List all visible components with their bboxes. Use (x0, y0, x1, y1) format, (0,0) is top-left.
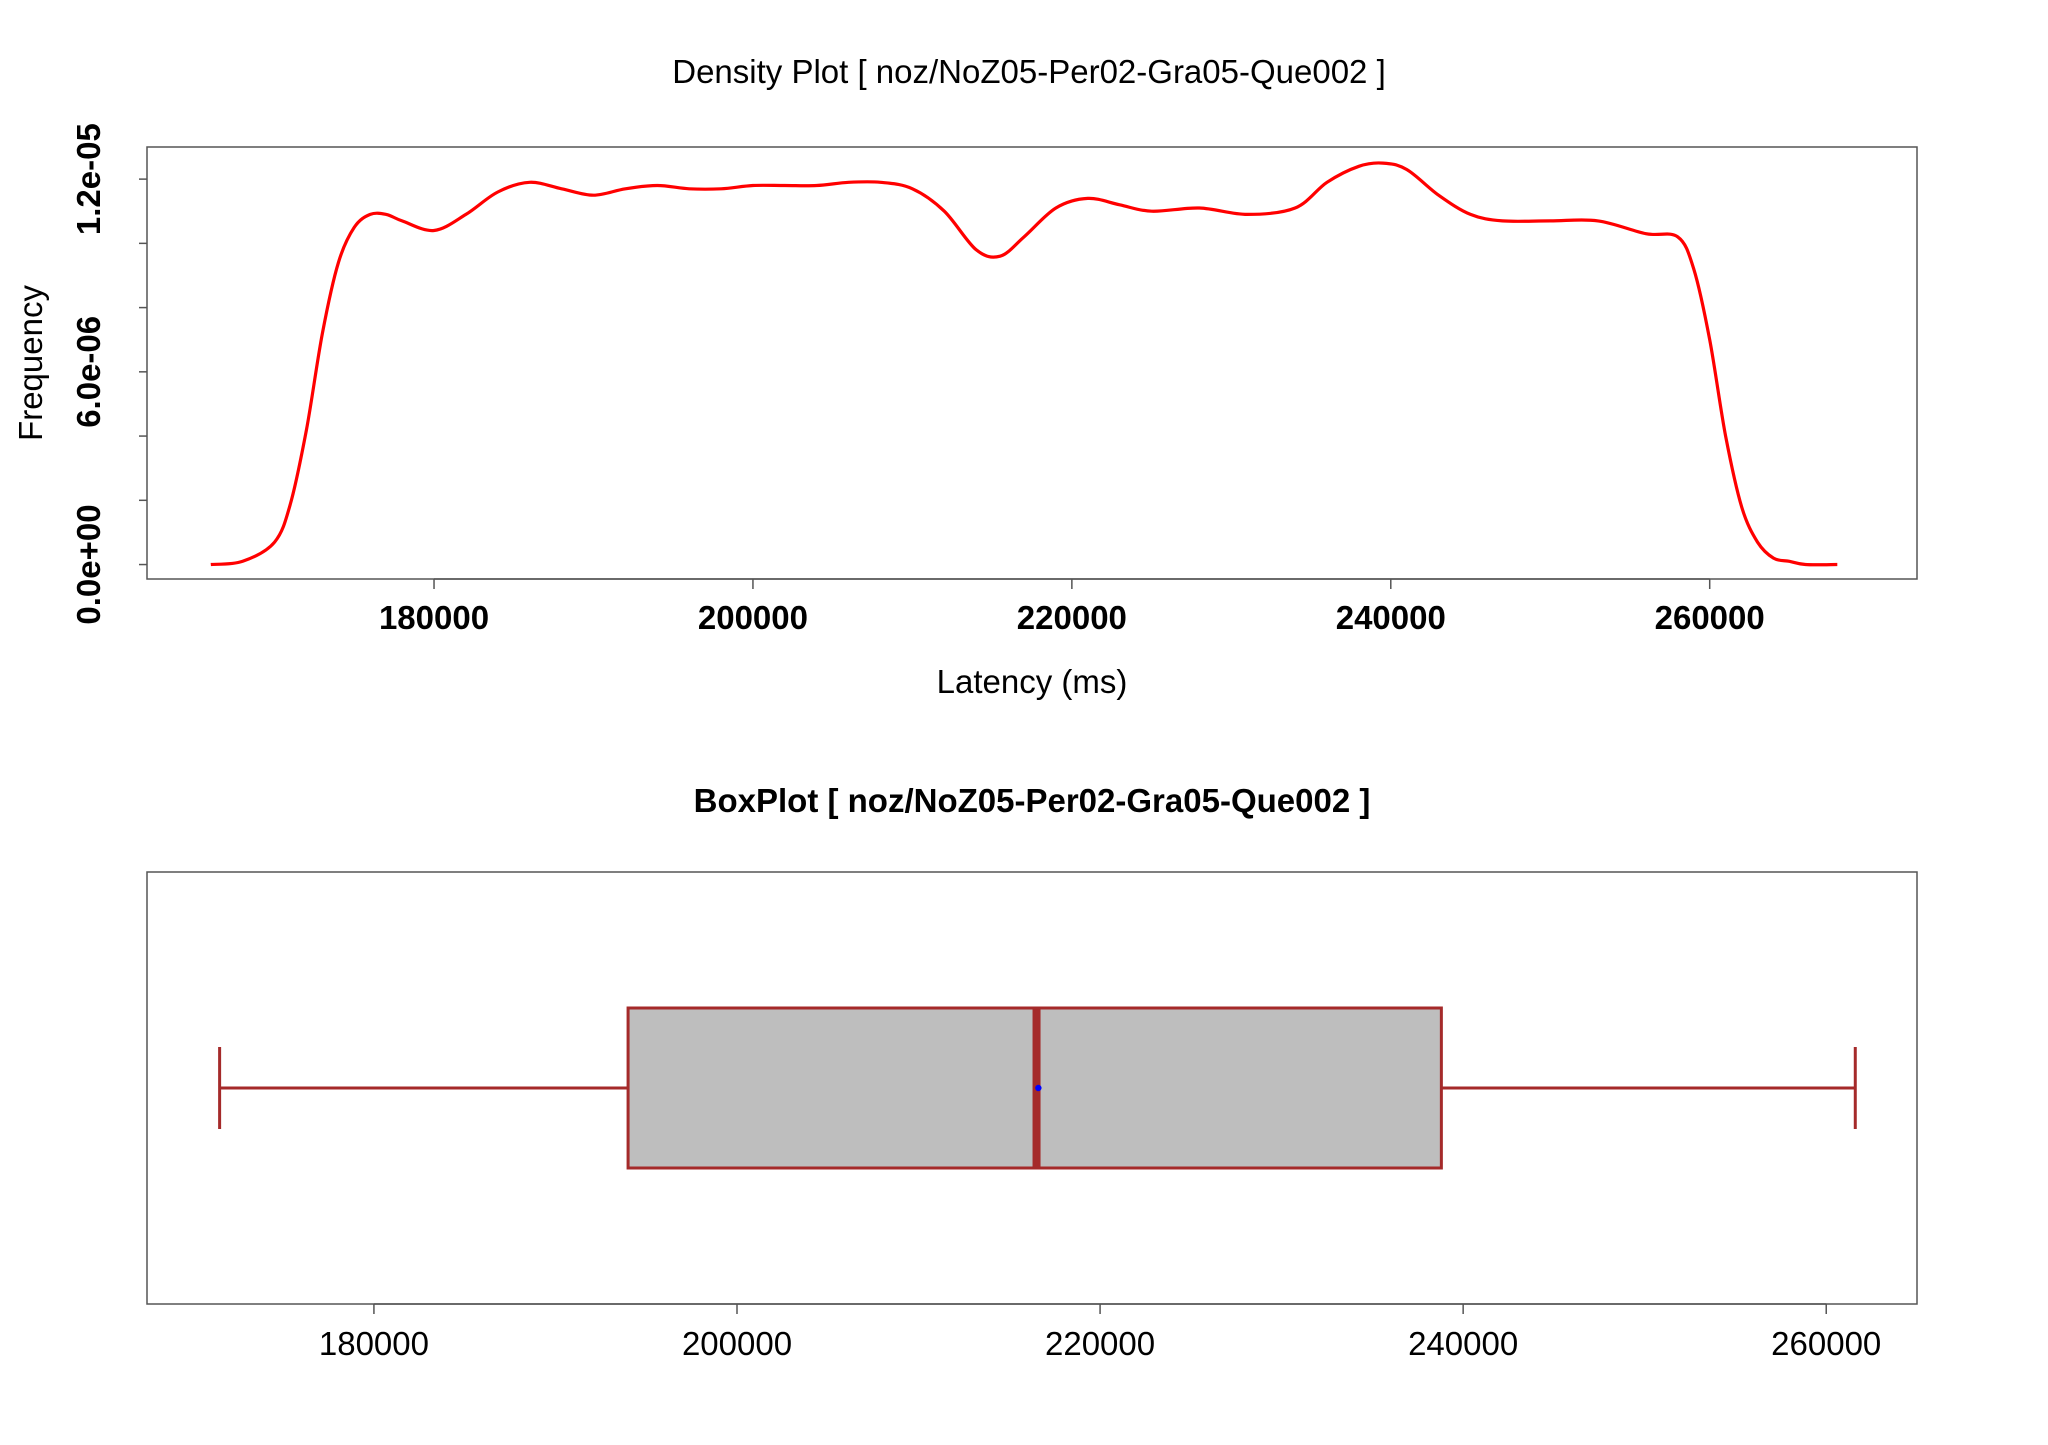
density-y-axis-label: Frequency (12, 285, 49, 441)
box-x-tick-label: 220000 (1045, 1325, 1155, 1362)
density-y-tick-label: 1.2e-05 (70, 123, 107, 235)
density-y-tick-label: 0.0e+00 (70, 504, 107, 624)
box-plot: BoxPlot [ noz/NoZ05-Per02-Gra05-Que002 ]… (146, 782, 1918, 1362)
density-plot-frame (146, 146, 1918, 580)
density-y-tick-label: 6.0e-06 (70, 316, 107, 428)
density-x-tick-label: 220000 (1017, 599, 1127, 636)
box-x-tick-label: 260000 (1771, 1325, 1881, 1362)
mean-point (1035, 1084, 1042, 1092)
density-x-axis: 180000 200000 220000 240000 260000 (379, 578, 1765, 636)
density-x-tick-label: 200000 (698, 599, 808, 636)
density-x-axis-label: Latency (ms) (937, 663, 1128, 700)
density-x-tick-label: 240000 (1336, 599, 1446, 636)
box-x-tick-label: 240000 (1408, 1325, 1518, 1362)
density-y-axis: 0.0e+00 6.0e-06 1.2e-05 (70, 123, 147, 625)
density-x-tick-label: 260000 (1655, 599, 1765, 636)
density-curve (210, 161, 1838, 567)
density-plot: Density Plot [ noz/NoZ05-Per02-Gra05-Que… (12, 53, 1918, 700)
density-title: Density Plot [ noz/NoZ05-Per02-Gra05-Que… (672, 53, 1386, 90)
box-plot-x-axis: 180000 200000 220000 240000 260000 (319, 1303, 1881, 1362)
box-plot-title: BoxPlot [ noz/NoZ05-Per02-Gra05-Que002 ] (694, 782, 1371, 819)
box-x-tick-label: 180000 (319, 1325, 429, 1362)
box-plot-marks (218, 1006, 1857, 1170)
box-x-tick-label: 200000 (682, 1325, 792, 1362)
density-x-tick-label: 180000 (379, 599, 489, 636)
